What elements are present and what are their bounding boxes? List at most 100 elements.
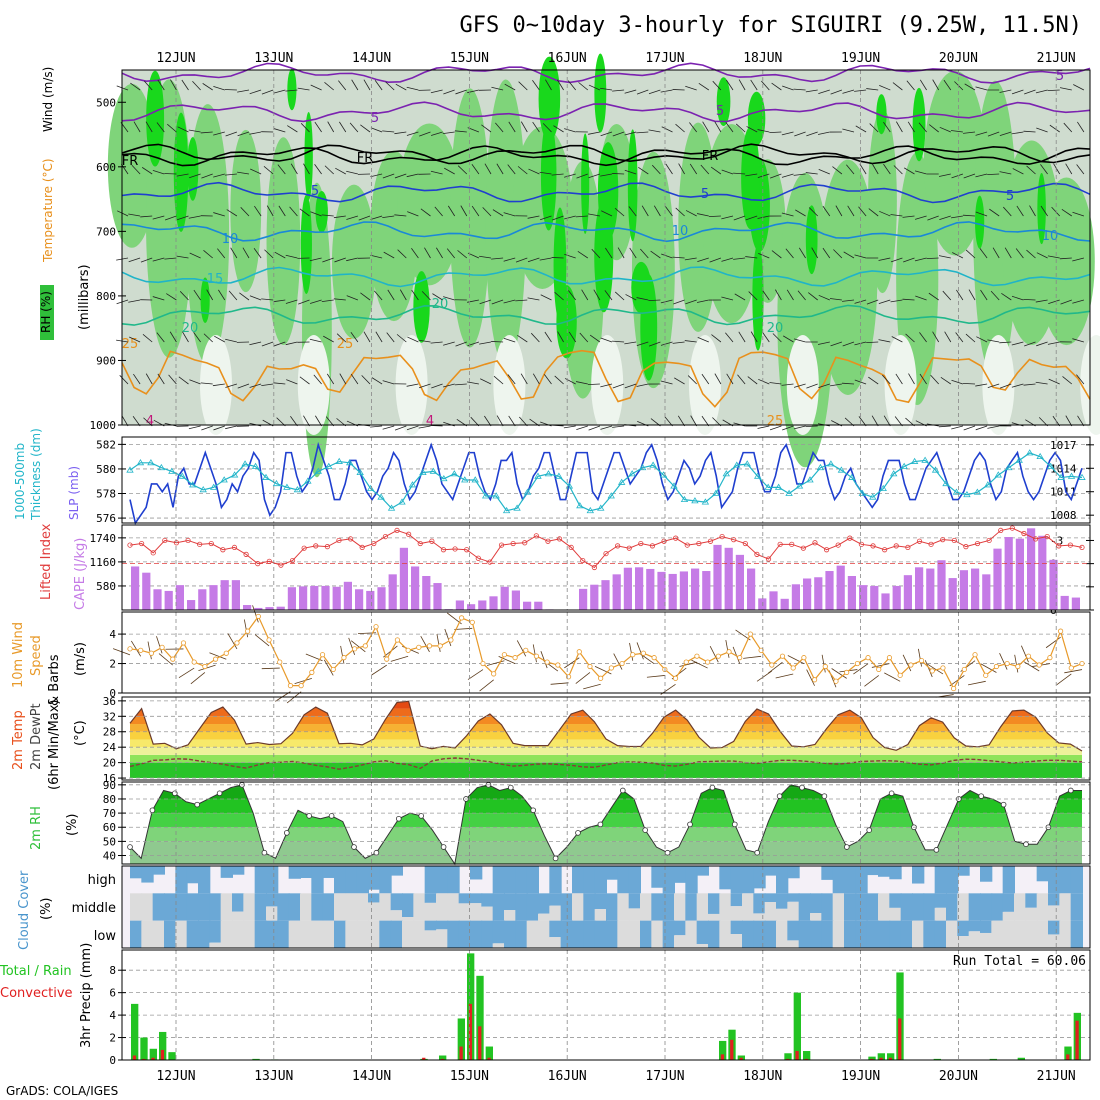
thickness-point [617,478,626,485]
date-label-top: 13JUN [254,51,293,66]
wind-barb [261,298,274,301]
wind-speed-point [844,669,850,675]
cloud-cell [277,920,290,948]
wind-barb [818,89,830,94]
wind-barb [987,131,1000,137]
date-label-top: 18JUN [743,51,782,66]
wind-barb [563,215,576,220]
wind-barb [624,169,637,175]
wind-barb [612,383,625,389]
wind-barb [1060,299,1072,305]
wind-barb-10m [902,654,912,672]
wind-speed-point [822,663,828,670]
lifted-index-point [835,542,841,548]
wind-barb [133,121,141,133]
lifted-index-point [359,544,365,551]
wind-speed-point [234,640,240,646]
wind-barb [249,295,262,301]
wind-barb [975,86,988,91]
wind-barb [869,123,879,133]
wind-barb-10m [467,669,484,680]
y-tick-label: 50 [103,835,116,848]
precip-bar [1017,1057,1025,1060]
cloud-gap [640,893,653,921]
rh-point [1023,841,1029,848]
wind-barb [761,80,770,91]
wind-speed-point [1058,628,1064,634]
y-tick-label: 700 [96,225,116,238]
wind-barb [430,425,443,427]
wind-barb [859,163,867,175]
wind-barb [460,205,468,217]
pressure-axis-label: (millibars) [77,264,92,330]
wind-speed-point [779,653,786,659]
lifted-index-point [580,557,586,564]
lifted-index-point [266,558,272,564]
convective-bar [795,1051,799,1060]
wind-barb [503,257,516,262]
cloud-cell [662,893,675,921]
wind-barb [192,80,201,91]
cloud-cell [1036,866,1049,882]
cape-bar [702,571,711,610]
cloud-cell [164,920,177,948]
wind-barb [685,299,697,305]
wind-barb [963,131,976,134]
wind-barb [689,122,698,133]
thickness-point [251,462,260,469]
lifted-index-point [696,540,702,547]
wind-barb-10m [629,642,634,661]
convective-bar [739,1057,743,1060]
wind-barb [651,164,661,175]
wind-barb [394,214,407,217]
wind-barb [482,207,492,217]
wind-barb [1072,211,1085,217]
wind-barb [285,341,298,346]
wind-barb [962,382,976,385]
thickness-point [377,493,385,500]
cape-bar [131,566,140,610]
wind-barb [600,173,613,177]
rh-contour-fill [1038,177,1095,346]
wind-barb [965,249,976,259]
lifted-index-point [661,538,667,544]
wind-barb [1011,131,1024,135]
wind-barb [443,89,455,95]
lifted-index-point [893,543,899,549]
cloud-cell [220,866,233,878]
wind-speed-point [908,662,914,668]
wind-barb [225,338,237,343]
y-tick-label: 2 [109,658,116,671]
wind-barb [503,337,516,343]
wind-barb [951,425,964,430]
wind-barb [491,341,504,343]
wind-barb [1065,415,1073,427]
slp-line [129,441,1083,525]
wind-speed-point [619,660,625,667]
wind-barb [430,89,443,94]
wind-barb [385,81,395,91]
wind-barb [805,172,818,175]
cloud-gap [209,942,222,948]
wind-barb [588,425,601,431]
rh-high-fill [146,70,165,167]
wind-barb [882,374,891,385]
cloud-gap [538,913,551,921]
cloud-cell [889,893,902,908]
wind-speed-point [918,657,925,664]
thickness-point [492,492,500,499]
cape-bar [691,568,700,610]
wind-speed-point [993,663,1000,670]
wind-speed-point [1068,665,1074,671]
wind-barb [769,425,782,431]
lifted-index-point [533,533,539,539]
cloud-cell [470,893,483,904]
wind-speed-point [1004,660,1010,667]
wind-barb [407,336,419,343]
cloud-cell [980,866,993,882]
wind-barb [285,254,298,259]
thickness-point [691,497,699,504]
cloud-axis-label: Cloud Cover [17,870,32,950]
rh-point [530,807,536,814]
wind-barb [164,257,177,260]
